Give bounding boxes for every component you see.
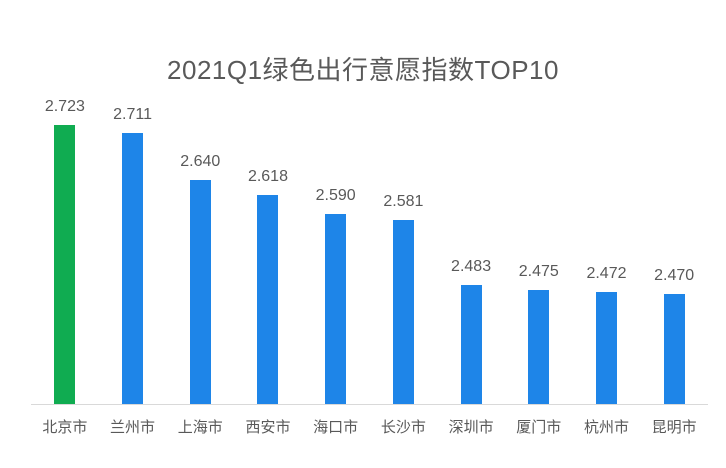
category-label: 杭州市: [583, 419, 629, 436]
bar: [460, 285, 482, 404]
bar-column: 2.475: [505, 84, 573, 404]
bar-column: 2.472: [573, 84, 641, 404]
bar-column: 2.723: [31, 84, 99, 404]
bar: [595, 292, 617, 404]
bar-column: 2.711: [99, 84, 167, 404]
category-label: 北京市: [42, 419, 88, 436]
category-label: 昆明市: [651, 419, 697, 436]
bar-column: 2.640: [166, 84, 234, 404]
bar-column: 2.581: [370, 84, 438, 404]
bar-column: 2.590: [302, 84, 370, 404]
category-label: 上海市: [177, 419, 223, 436]
bar-value-label: 2.640: [180, 153, 221, 171]
bar-column: 2.618: [234, 84, 302, 404]
bar: [257, 195, 279, 404]
bar-column: 2.483: [437, 84, 505, 404]
bar-column: 2.470: [640, 84, 708, 404]
category-label: 海口市: [313, 419, 359, 436]
bar-chart-plot: 2.723 2.711 2.640 2.618 2.590 2.581 2.483 2.475…: [31, 84, 708, 405]
bar-value-label: 2.618: [247, 168, 288, 186]
category-label: 深圳市: [448, 419, 494, 436]
category-label: 厦门市: [516, 419, 562, 436]
category-label: 西安市: [245, 419, 291, 436]
bar: [122, 133, 144, 404]
bar-value-label: 2.483: [451, 258, 492, 276]
bar: [392, 220, 414, 404]
bar: [54, 125, 76, 404]
chart-title: 2021Q1绿色出行意愿指数TOP10: [167, 55, 559, 85]
bar: [528, 290, 550, 404]
bar: [189, 180, 211, 404]
bar-value-label: 2.723: [44, 98, 85, 116]
bar-value-label: 2.590: [315, 187, 356, 205]
category-label: 兰州市: [110, 419, 156, 436]
category-axis: 北京市 兰州市 上海市 西安市 海口市 长沙市 深圳市 厦门市 杭州市 昆明市: [31, 416, 708, 437]
bar: [663, 294, 685, 404]
bar-value-label: 2.581: [383, 193, 424, 211]
bar-value-label: 2.470: [654, 267, 695, 285]
bar: [325, 214, 347, 404]
bar-value-label: 2.475: [518, 263, 559, 281]
bar-value-label: 2.472: [586, 265, 627, 283]
category-label: 长沙市: [380, 419, 426, 436]
bar-value-label: 2.711: [113, 106, 152, 124]
